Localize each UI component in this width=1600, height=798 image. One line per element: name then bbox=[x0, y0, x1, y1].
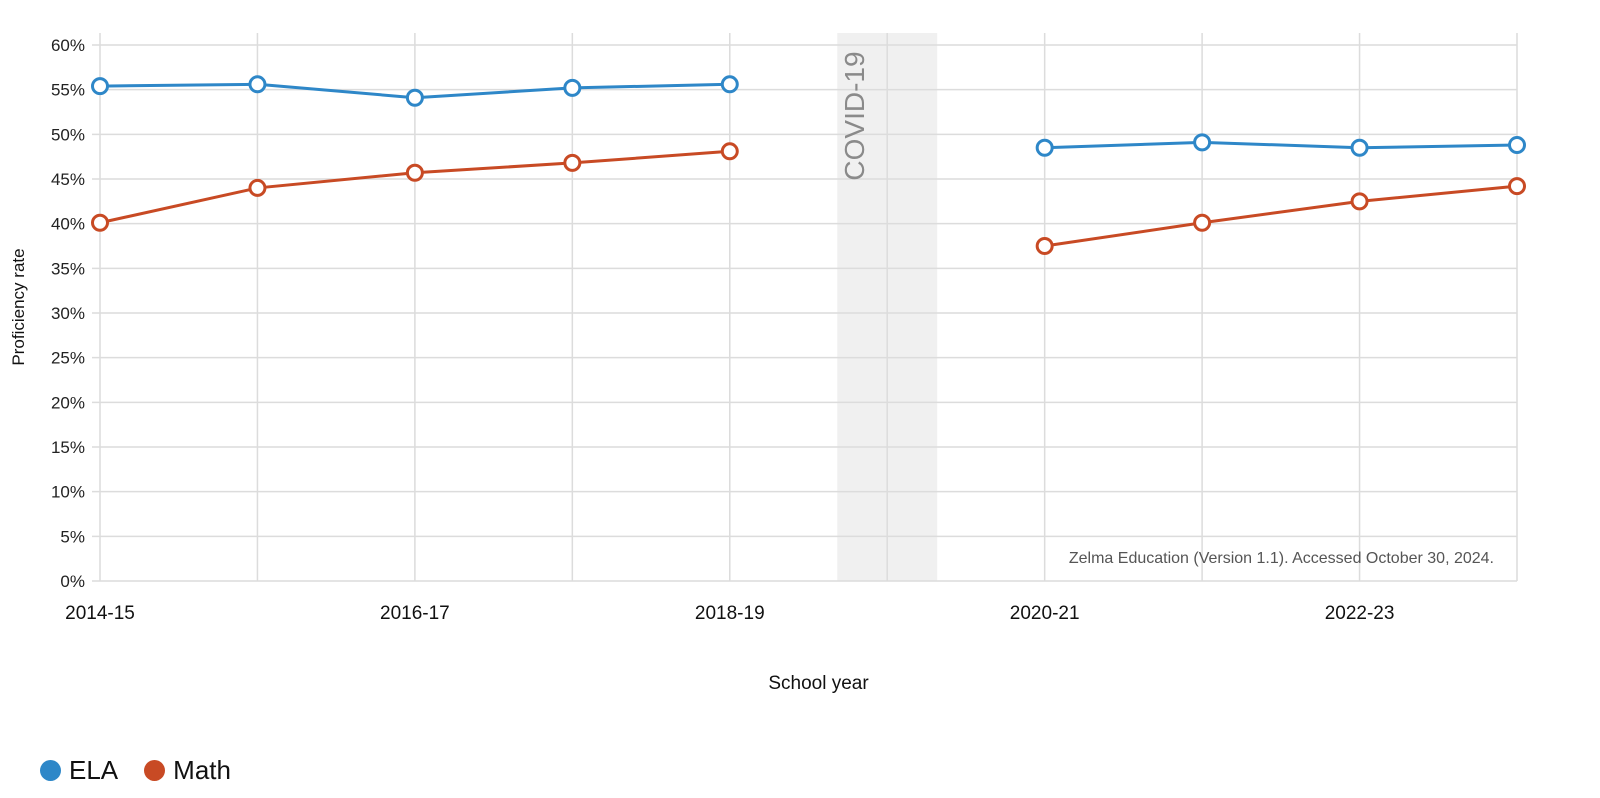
covid-label: COVID-19 bbox=[839, 51, 870, 180]
y-tick-label: 0% bbox=[60, 572, 85, 591]
y-tick-label: 30% bbox=[51, 304, 85, 323]
y-tick-label: 60% bbox=[51, 36, 85, 55]
data-point-math bbox=[1350, 192, 1369, 211]
data-point-math bbox=[1035, 237, 1054, 255]
y-tick-label: 15% bbox=[51, 438, 85, 457]
x-tick-label: 2016-17 bbox=[380, 603, 450, 624]
y-tick-label: 20% bbox=[51, 393, 85, 412]
data-point-math bbox=[248, 178, 267, 197]
data-point-ela bbox=[1350, 138, 1369, 157]
x-tick-label: 2014-15 bbox=[65, 603, 135, 624]
legend: ELA Math bbox=[40, 755, 231, 786]
legend-swatch-ela bbox=[40, 760, 61, 781]
y-axis-title: Proficiency rate bbox=[9, 248, 28, 365]
data-point-ela bbox=[405, 88, 424, 107]
legend-label-math: Math bbox=[173, 755, 231, 785]
data-point-math bbox=[405, 163, 424, 182]
data-point-ela bbox=[248, 75, 267, 94]
x-tick-label: 2020-21 bbox=[1010, 603, 1080, 624]
legend-item-ela[interactable]: ELA bbox=[40, 755, 118, 786]
data-point-math bbox=[91, 213, 109, 232]
data-point-ela bbox=[1508, 136, 1526, 155]
y-tick-label: 40% bbox=[51, 215, 85, 234]
data-point-math bbox=[720, 142, 739, 161]
series-line-ela bbox=[1044, 140, 1518, 150]
legend-swatch-math bbox=[144, 760, 166, 781]
data-point-ela bbox=[1035, 138, 1054, 157]
y-tick-label: 35% bbox=[51, 259, 85, 278]
y-tick-label: 10% bbox=[51, 483, 85, 502]
y-tick-label: 50% bbox=[51, 125, 85, 144]
y-tick-label: 55% bbox=[51, 81, 85, 100]
y-tick-label: 25% bbox=[51, 349, 85, 368]
data-point-ela bbox=[563, 78, 582, 97]
data-point-math bbox=[563, 153, 582, 172]
legend-item-math[interactable]: Math bbox=[144, 755, 231, 786]
data-point-ela bbox=[91, 77, 109, 96]
y-tick-label: 5% bbox=[60, 527, 85, 546]
data-point-math bbox=[1193, 213, 1212, 232]
series-line-math bbox=[1044, 184, 1518, 248]
y-tick-label: 45% bbox=[51, 170, 85, 189]
x-axis-title: School year bbox=[768, 673, 869, 694]
line-chart: 0% 5% 10% 15% 20% 25% 30% 35% 40% 45% 50% 55% 60% 201… bbox=[9, 33, 1526, 694]
x-tick-label: 2018-19 bbox=[695, 603, 765, 624]
legend-label-ela: ELA bbox=[69, 755, 119, 785]
data-point-math bbox=[1508, 177, 1526, 196]
x-tick-label: 2022-23 bbox=[1325, 603, 1395, 624]
data-point-ela bbox=[1193, 133, 1212, 152]
source-note: Zelma Education (Version 1.1). Accessed … bbox=[1069, 550, 1494, 567]
data-point-ela bbox=[720, 75, 739, 94]
